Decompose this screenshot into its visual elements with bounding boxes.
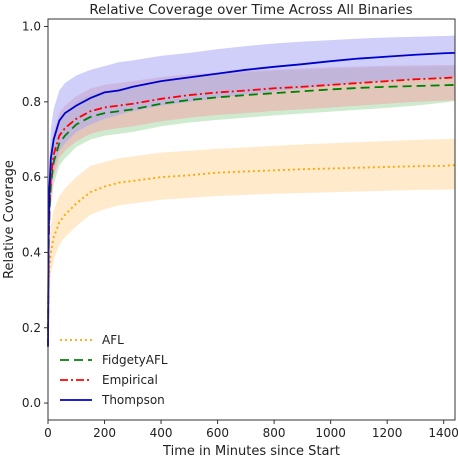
x-tick-label: 1200 (372, 426, 403, 440)
band-thompson (48, 35, 455, 366)
y-tick-label: 0.0 (22, 396, 41, 410)
series-line-thompson (47, 51, 456, 347)
series-line-afl (47, 164, 456, 328)
band-afl (48, 138, 455, 351)
x-axis-ticks: 0 200 400 600 800 1000 1200 1400 (44, 420, 458, 440)
y-tick-label: 0.6 (22, 170, 41, 184)
x-tick-label: 1000 (315, 426, 346, 440)
series-line-fidgetyafl (47, 83, 456, 347)
y-tick-label: 0.2 (22, 321, 41, 335)
plot-frame (47, 18, 456, 421)
confidence-bands (48, 35, 455, 366)
chart-title: Relative Coverage over Time Across All B… (89, 2, 412, 18)
x-axis-label: Time in Minutes since Start (162, 444, 340, 458)
x-tick-label: 600 (206, 426, 229, 440)
legend-label-empirical: Empirical (102, 373, 158, 387)
x-tick-label: 200 (93, 426, 116, 440)
series-lines (47, 51, 456, 347)
x-tick-label: 1400 (428, 426, 458, 440)
y-tick-label: 0.8 (22, 95, 41, 109)
legend: AFL FidgetyAFL Empirical Thompson (60, 333, 168, 407)
x-tick-label: 400 (150, 426, 173, 440)
legend-label-fidgetyafl: FidgetyAFL (102, 353, 168, 367)
y-tick-label: 0.4 (22, 245, 41, 259)
y-axis-label: Relative Coverage (2, 160, 17, 279)
x-tick-label: 800 (263, 426, 286, 440)
y-axis-ticks: 0.0 0.2 0.4 0.6 0.8 1.0 (22, 20, 48, 410)
x-tick-label: 0 (44, 426, 52, 440)
series-line-empirical (47, 76, 456, 347)
legend-label-thompson: Thompson (101, 393, 165, 407)
y-tick-label: 1.0 (22, 20, 41, 34)
legend-label-afl: AFL (102, 333, 124, 347)
